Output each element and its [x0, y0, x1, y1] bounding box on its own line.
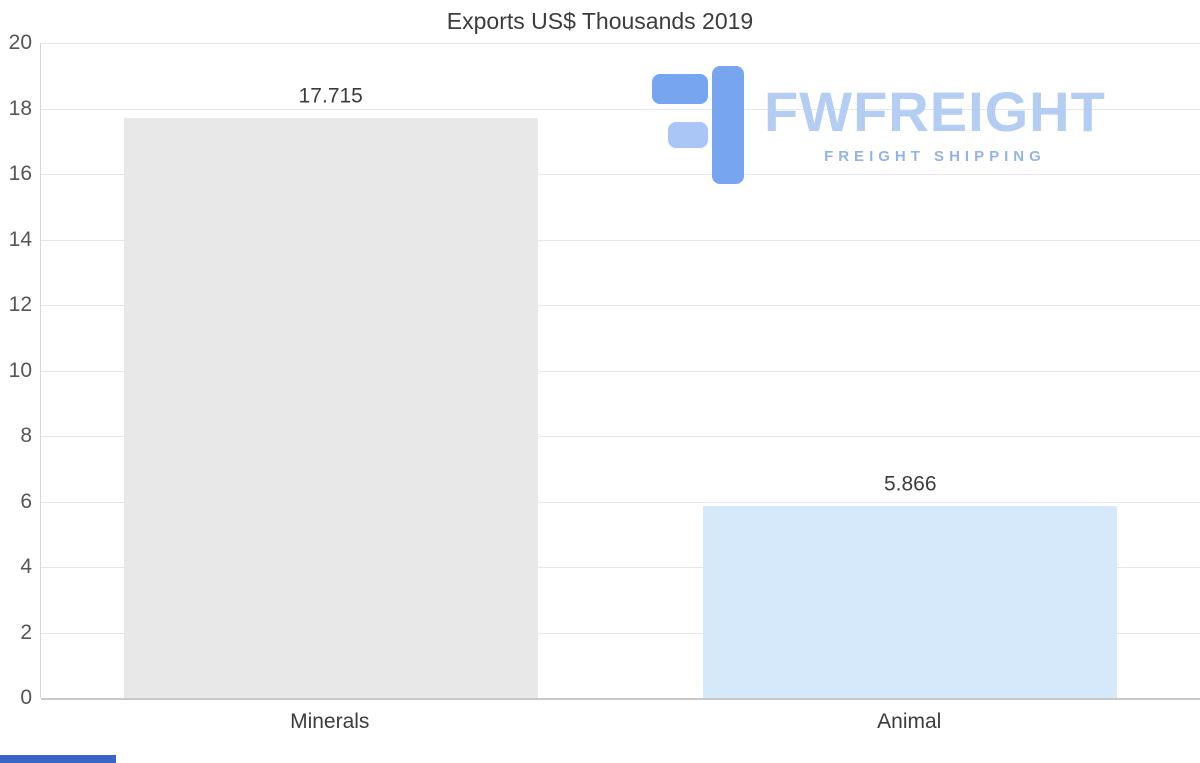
fwfreight-logo-icon: [652, 66, 744, 184]
gridline: [41, 567, 1200, 568]
plot-area: 17.715 5.866: [40, 43, 1200, 700]
chart-title: Exports US$ Thousands 2019: [446, 8, 754, 34]
gridline: [41, 370, 1200, 372]
y-axis-tick-label: 10: [8, 358, 32, 382]
fwfreight-logo: FWFREIGHT FREIGHT SHIPPING: [650, 66, 1106, 186]
y-axis-tick-label: 6: [20, 489, 32, 513]
bar-value-label: 5.866: [883, 472, 937, 496]
logo-brand-name: FWFREIGHT: [764, 80, 1106, 143]
y-axis-tick-label: 14: [8, 227, 32, 251]
y-axis-tick-label: 16: [8, 162, 32, 185]
logo-tagline: FREIGHT SHIPPING: [824, 148, 1046, 165]
y-axis-tick-label: 20: [8, 31, 32, 54]
gridline: [41, 43, 1200, 44]
y-axis-tick-label: 4: [20, 555, 32, 578]
y-axis-tick-label: 2: [20, 620, 32, 644]
gridline: [41, 501, 1200, 503]
gridline: [41, 698, 1200, 700]
bar-value-label: 17.715: [298, 84, 363, 108]
y-axis-tick-label: 12: [8, 293, 32, 316]
y-axis-tick-label: 8: [20, 424, 32, 447]
y-axis-tick-label: 0: [20, 686, 32, 709]
x-axis-category-label: Minerals: [290, 710, 370, 733]
x-axis-category-label: Animal: [877, 710, 942, 733]
gridline: [41, 108, 1200, 110]
logo-text-block: FWFREIGHT FREIGHT SHIPPING: [764, 66, 1106, 166]
y-axis-tick-label: 18: [8, 96, 32, 120]
gridline: [41, 239, 1200, 241]
bar-minerals[interactable]: 17.715: [123, 84, 538, 698]
horizontal-scrollbar-thumb[interactable]: [0, 755, 116, 763]
gridline: [41, 632, 1200, 634]
bar-animal[interactable]: 5.866: [703, 472, 1118, 698]
gridline: [41, 174, 1200, 175]
gridline: [41, 305, 1200, 306]
gridline: [41, 436, 1200, 437]
